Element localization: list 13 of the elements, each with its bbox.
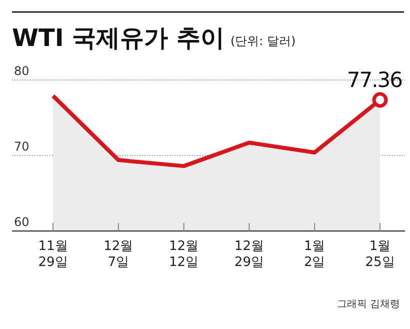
y-tick-label: 80 xyxy=(14,64,30,78)
chart-subtitle: (단위: 달러) xyxy=(230,34,296,48)
y-tick-label: 70 xyxy=(14,140,30,154)
x-tick-label: 12월 12일 xyxy=(169,239,199,270)
y-tick-label: 60 xyxy=(14,215,30,229)
chart-title: WTI 국제유가 추이 xyxy=(12,24,224,52)
data-label: 77.36 xyxy=(346,68,403,92)
x-tick-label: 1월 25일 xyxy=(365,239,395,270)
x-tick-label: 12월 29일 xyxy=(234,239,264,270)
text: 그래픽 김채령 xyxy=(336,299,400,310)
x-tick-label: 1월 2일 xyxy=(304,239,326,270)
x-tick-label: 12월 7일 xyxy=(104,239,134,270)
x-tick-label: 11월 29일 xyxy=(38,239,68,270)
